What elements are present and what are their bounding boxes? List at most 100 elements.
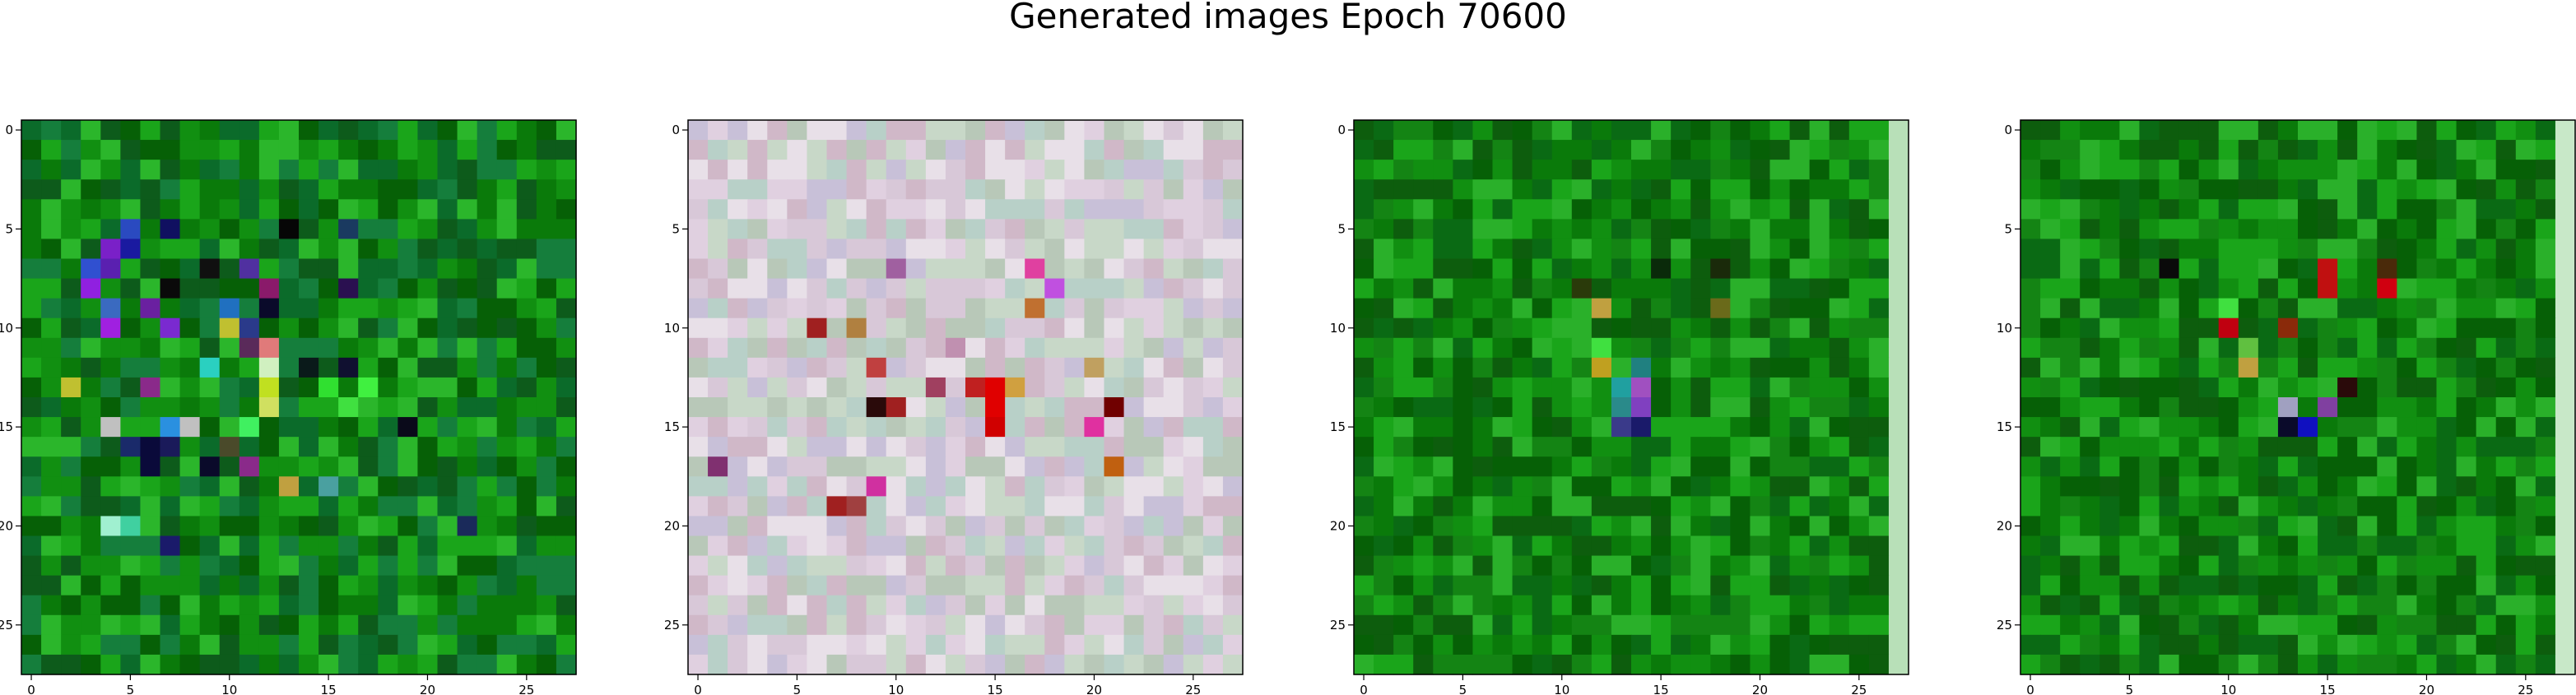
pixel-cell [1809,535,1830,557]
pixel-cell [41,575,62,596]
pixel-cell [319,496,339,517]
pixel-cell [1123,654,1145,675]
pixel-cell [1143,140,1165,160]
pixel-cell [1044,140,1065,160]
pixel-cell [945,516,966,537]
pixel-cell [1651,278,1672,299]
x-tick-label: 10 [888,683,904,695]
pixel-cell [1044,199,1065,220]
pixel-cell [41,239,62,260]
pixel-cell [965,298,986,319]
pixel-cell [2020,160,2041,180]
pixel-cell [1453,417,1474,438]
pixel-cell [2218,120,2239,141]
pixel-cell [1750,239,1771,260]
pixel-cell [2515,239,2536,260]
pixel-cell [1064,595,1086,616]
pixel-cell [417,219,439,240]
pixel-cell [496,179,518,200]
pixel-cell [866,654,887,675]
pixel-cell [2218,496,2239,517]
pixel-cell [258,397,280,418]
pixel-cell [1202,160,1224,180]
pixel-cell [496,160,518,180]
pixel-cell [2476,456,2497,477]
pixel-cell [826,120,848,141]
pixel-cell [1730,516,1751,537]
pixel-cell [338,160,359,180]
pixel-cell [1025,496,1045,517]
pixel-cell [1163,476,1184,497]
pixel-cell [319,575,339,596]
pixel-cell [1453,654,1474,675]
pixel-cell [2436,357,2457,378]
pixel-cell [2080,357,2100,378]
pixel-cell [2476,120,2497,141]
pixel-cell [140,179,161,200]
pixel-cell [1532,535,1553,557]
pixel-cell [2495,258,2517,280]
pixel-cell [2119,337,2141,359]
pixel-cell [1809,595,1830,616]
pixel-cell [1532,179,1553,200]
pixel-cell [2099,595,2120,616]
pixel-cell [1374,317,1394,339]
pixel-cell [1809,140,1830,160]
pixel-cell [1005,120,1025,141]
pixel-cell [258,476,280,497]
pixel-cell [258,437,280,457]
pixel-cell [81,397,101,418]
pixel-cell [747,456,768,477]
pixel-cell [1651,179,1672,200]
pixel-cell [417,140,439,160]
pixel-cell [1809,555,1830,577]
pixel-cell [496,357,518,378]
pixel-cell [61,317,81,339]
pixel-cell [378,417,398,438]
pixel-cell [2218,535,2239,557]
pixel-cell [1123,516,1145,537]
pixel-cell [1044,595,1065,616]
pixel-cell [1453,555,1474,577]
pixel-cell [1143,575,1165,596]
pixel-cell [2298,337,2318,359]
pixel-cell [826,437,848,457]
pixel-cell [1551,634,1573,656]
pixel-cell [417,634,439,656]
pixel-cell [2416,516,2438,537]
pixel-cell [747,634,768,656]
pixel-cell [1374,555,1394,577]
pixel-cell [2238,219,2259,240]
pixel-cell [338,397,359,418]
axes-frame [21,119,577,675]
pixel-cell [2218,377,2239,398]
pixel-cell [1492,496,1514,517]
pixel-cell [728,634,748,656]
pixel-cell [319,417,339,438]
pixel-cell [1433,595,1453,616]
pixel-cell [61,575,81,596]
pixel-cell [219,456,240,477]
pixel-cell [708,377,728,398]
pixel-cell [1571,575,1593,596]
pixel-cell [2198,437,2220,457]
pixel-cell [1393,654,1414,675]
pixel-cell [378,317,398,339]
pixel-cell [1789,496,1811,517]
pixel-cell [1789,160,1811,180]
pixel-cell [925,634,946,656]
pixel-cell [417,614,439,636]
pixel-cell [398,239,419,260]
pixel-cell [556,397,577,418]
pixel-cell [1123,298,1145,319]
pixel-cell [1183,278,1204,299]
pixel-cell [728,199,748,220]
pixel-cell [179,437,201,457]
pixel-cell [81,377,101,398]
pixel-cell [1374,417,1394,438]
pixel-cell [358,258,379,280]
pixel-cell [2357,199,2378,220]
pixel-cell [728,595,748,616]
pixel-cell [2515,160,2536,180]
